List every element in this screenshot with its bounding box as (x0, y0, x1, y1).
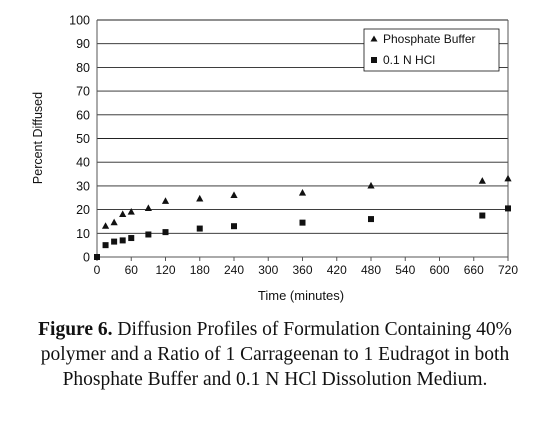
data-point-hcl (479, 212, 486, 219)
legend-square-marker (371, 57, 377, 63)
x-tick-labels: 0 60 120 180 240 300 360 420 480 540 600 660 720 (94, 263, 519, 277)
legend-triangle-marker (370, 35, 378, 42)
legend-label-phosphate-buffer: Phosphate Buffer (383, 32, 476, 46)
grid-lines (97, 19, 508, 234)
y-tick-labels: 0 10 20 30 40 50 60 70 80 90 100 (69, 14, 90, 265)
x-tick-label: 300 (258, 263, 278, 277)
y-tick-label: 40 (76, 156, 90, 170)
data-point-hcl (231, 223, 237, 230)
data-markers (94, 174, 512, 260)
figure-label: Figure 6. (38, 319, 113, 340)
data-point-hcl (119, 237, 126, 244)
x-tick-label: 420 (327, 263, 347, 277)
data-point-phosphate-buffer (230, 191, 238, 198)
x-tick-label: 480 (361, 263, 381, 277)
x-tick-label: 120 (155, 263, 175, 277)
data-point-phosphate-buffer (101, 222, 110, 229)
y-tick-label: 50 (76, 132, 90, 146)
data-point-hcl (128, 235, 135, 242)
legend-label-hcl: 0.1 N HCl (383, 53, 435, 67)
data-point-phosphate-buffer (504, 174, 512, 182)
data-point-hcl (111, 238, 118, 245)
legend: Phosphate Buffer 0.1 N HCl (363, 28, 500, 72)
data-point-hcl (162, 229, 169, 236)
chart: 0 10 20 30 40 50 60 70 80 90 100 0 60 120 180 240 300 36… (31, 14, 519, 304)
data-point-phosphate-buffer (144, 204, 152, 212)
y-tick-label: 100 (69, 14, 90, 28)
x-tick-label: 180 (190, 263, 210, 277)
data-point-hcl (196, 225, 203, 232)
data-point-phosphate-buffer (298, 189, 307, 196)
data-point-hcl (368, 216, 374, 223)
x-tick-label: 660 (464, 263, 484, 277)
axes (96, 20, 509, 261)
x-tick-label: 240 (224, 263, 244, 277)
x-axis-label: Time (minutes) (258, 288, 344, 303)
data-point-phosphate-buffer (478, 177, 486, 184)
data-point-hcl (299, 219, 306, 226)
data-point-phosphate-buffer (119, 210, 127, 217)
x-tick-label: 600 (429, 263, 449, 277)
data-point-hcl (145, 231, 152, 238)
data-point-phosphate-buffer (367, 181, 375, 189)
y-tick-label: 10 (76, 227, 90, 241)
y-tick-label: 0 (83, 251, 90, 265)
y-axis-label: Percent Diffused (31, 92, 45, 184)
figure-caption-text: Diffusion Profiles of Formulation Contai… (40, 319, 512, 390)
y-tick-label: 70 (76, 85, 90, 99)
data-point-phosphate-buffer (196, 194, 204, 202)
figure-caption: Figure 6. Diffusion Profiles of Formulat… (14, 317, 536, 392)
data-point-phosphate-buffer (161, 197, 170, 204)
data-point-hcl (102, 242, 109, 249)
x-tick-label: 60 (125, 263, 139, 277)
data-point-hcl (505, 205, 511, 212)
x-tick-label: 540 (395, 263, 415, 277)
x-tick-label: 360 (292, 263, 312, 277)
y-tick-label: 30 (76, 179, 90, 193)
legend-box (363, 28, 500, 72)
x-tick-label: 720 (498, 263, 518, 277)
data-point-phosphate-buffer (127, 207, 135, 215)
data-point-phosphate-buffer (110, 218, 118, 226)
y-tick-label: 90 (76, 37, 90, 51)
y-tick-label: 60 (76, 108, 90, 122)
data-point-hcl (94, 254, 100, 260)
y-tick-label: 20 (76, 203, 90, 217)
y-tick-label: 80 (76, 61, 90, 75)
x-tick-label: 0 (94, 263, 101, 277)
